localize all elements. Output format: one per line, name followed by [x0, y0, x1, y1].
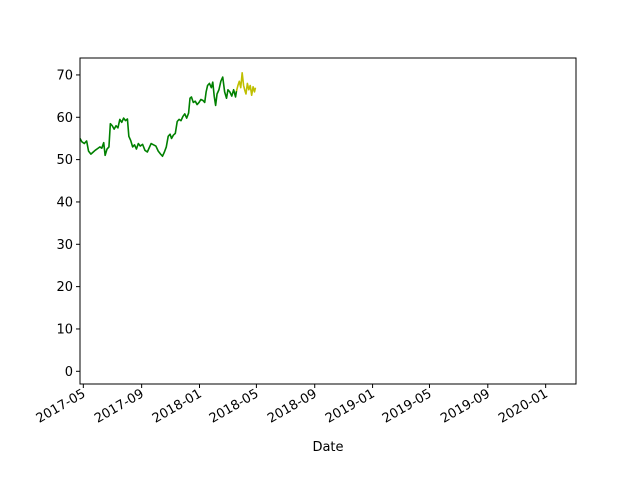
plot-lines [79, 72, 257, 158]
y-tick-label: 60 [56, 111, 73, 126]
y-tick-label: 50 [56, 153, 73, 168]
y-tick-label: 10 [56, 322, 73, 337]
y-tick-label: 0 [65, 365, 73, 380]
y-tick-label: 40 [56, 195, 73, 210]
series-line-history [79, 76, 238, 158]
series-line-recent [235, 72, 257, 97]
x-axis-title: Date [312, 440, 343, 455]
y-tick-label: 20 [56, 280, 73, 295]
axes-frame [79, 57, 577, 385]
y-axis: 0 10 20 30 40 50 60 70 [56, 68, 80, 380]
y-tick-label: 70 [56, 68, 73, 83]
y-tick-label: 30 [56, 238, 73, 253]
